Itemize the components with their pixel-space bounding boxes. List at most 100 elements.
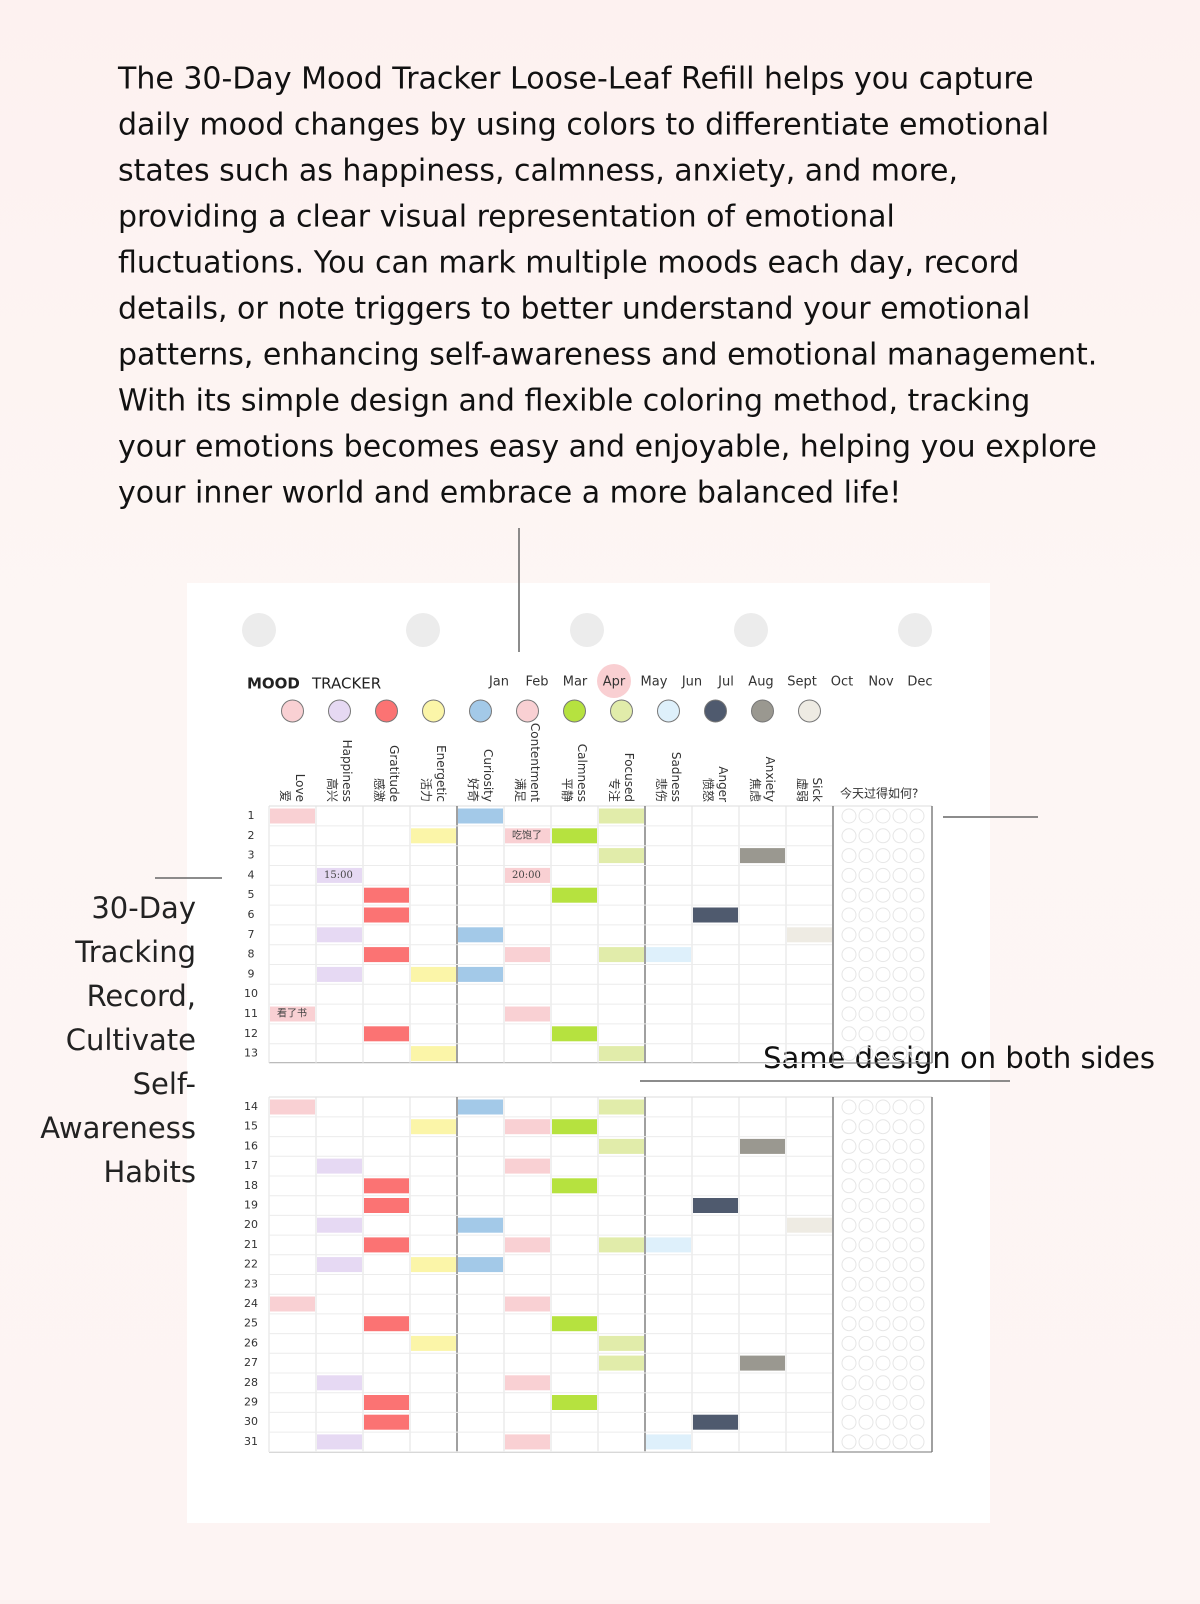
mood-cell-fill <box>646 1237 691 1253</box>
mood-cell-fill <box>599 848 644 864</box>
note-circle <box>909 1375 925 1391</box>
note-circle <box>892 1217 908 1233</box>
day-number: 10 <box>244 987 258 1000</box>
note-circle <box>909 1434 925 1450</box>
note-circle <box>841 1006 857 1022</box>
note-circle <box>909 947 925 963</box>
note-circle <box>841 1158 857 1174</box>
note-circle <box>858 1375 874 1391</box>
day-number: 26 <box>244 1336 258 1349</box>
note-circle <box>841 848 857 864</box>
note-circle <box>892 907 908 923</box>
mood-cell-fill <box>317 1434 362 1450</box>
note-circle <box>858 1257 874 1273</box>
day-number: 12 <box>244 1027 258 1040</box>
note-circle <box>841 1296 857 1312</box>
side-caption-line: Awareness <box>40 1111 196 1145</box>
note-circle <box>909 1316 925 1332</box>
note-circle <box>875 1178 891 1194</box>
mood-color-swatch <box>657 699 680 723</box>
month-highlight <box>597 664 631 698</box>
day-number: 4 <box>248 868 255 881</box>
mood-label-zh: 满足 <box>513 778 527 802</box>
mood-label-zh: 专注 <box>607 778 622 802</box>
mood-cell-fill <box>552 828 597 844</box>
day-number: 5 <box>248 888 255 901</box>
mood-cell-fill <box>552 1178 597 1194</box>
mood-cell-fill <box>411 1257 456 1273</box>
note-circle <box>875 1395 891 1410</box>
mood-cell-fill <box>599 1046 644 1062</box>
note-circle <box>909 1198 925 1213</box>
mood-label-zh: 愤怒 <box>701 778 716 802</box>
description-line: daily mood changes by using colors to di… <box>118 108 1049 143</box>
description-line: patterns, enhancing self-awareness and e… <box>118 338 1097 373</box>
mood-label-en: Gratitude <box>387 745 401 802</box>
mood-cell-fill <box>505 1119 550 1135</box>
mood-cell-fill <box>458 1217 503 1233</box>
note-circle <box>875 1138 891 1154</box>
day-number: 17 <box>244 1159 258 1172</box>
note-circle <box>841 1046 857 1062</box>
mood-color-swatch <box>469 699 492 723</box>
note-circle <box>858 1026 874 1042</box>
note-circle <box>909 808 925 824</box>
note-circle <box>841 1395 857 1410</box>
note-circle <box>892 1026 908 1042</box>
note-circle <box>841 808 857 824</box>
note-circle <box>909 1178 925 1194</box>
mood-cell-fill <box>740 1138 785 1154</box>
note-circle <box>841 1217 857 1233</box>
mood-cell-fill <box>364 1178 409 1194</box>
mood-label-en: Focused <box>622 753 636 802</box>
mood-label-zh: 虚弱 <box>795 778 809 802</box>
mood-color-swatch <box>375 699 398 723</box>
note-circle <box>909 1414 925 1430</box>
note-circle <box>875 927 891 943</box>
mood-cell-fill <box>787 1217 832 1233</box>
description-line: your emotions becomes easy and enjoyable… <box>118 430 1097 465</box>
note-circle <box>909 1006 925 1022</box>
note-circle <box>858 1276 874 1292</box>
notes-header: 今天过得如何? <box>840 786 918 801</box>
note-circle <box>841 1355 857 1371</box>
note-circle <box>841 887 857 903</box>
note-circle <box>858 1158 874 1174</box>
note-circle <box>841 1335 857 1351</box>
month-label: Jan <box>488 675 509 690</box>
mood-label-zh: 焦虑 <box>748 778 762 802</box>
mood-cell-fill <box>505 1296 550 1312</box>
note-circle <box>858 1198 874 1213</box>
mood-cell-fill <box>599 1138 644 1154</box>
day-number: 13 <box>244 1047 258 1060</box>
note-circle <box>841 947 857 963</box>
note-circle <box>875 1276 891 1292</box>
mood-cell-fill <box>505 1375 550 1391</box>
mood-color-swatch <box>798 699 821 723</box>
mood-cell-fill <box>599 1335 644 1351</box>
day-number: 16 <box>244 1139 258 1152</box>
day-number: 8 <box>248 948 255 961</box>
note-circle <box>875 887 891 903</box>
note-circle <box>858 887 874 903</box>
note-circle <box>909 1138 925 1154</box>
note-circle <box>892 1119 908 1135</box>
side-caption-line: Self- <box>133 1067 196 1101</box>
note-circle <box>875 1198 891 1213</box>
mood-cell-fill <box>552 1026 597 1042</box>
note-circle <box>892 1414 908 1430</box>
mood-cell-fill <box>787 927 832 943</box>
note-circle <box>858 1316 874 1332</box>
mood-label-zh: 爱 <box>278 790 292 802</box>
mood-cell-fill <box>364 887 409 903</box>
mood-cell-fill <box>458 808 503 824</box>
note-circle <box>892 1355 908 1371</box>
note-circle <box>892 1276 908 1292</box>
note-circle <box>841 1434 857 1450</box>
note-circle <box>858 848 874 864</box>
tracker-title-bold: MOOD <box>247 675 300 693</box>
mood-cell-fill <box>458 1257 503 1273</box>
note-circle <box>909 1395 925 1410</box>
note-circle <box>841 1198 857 1213</box>
